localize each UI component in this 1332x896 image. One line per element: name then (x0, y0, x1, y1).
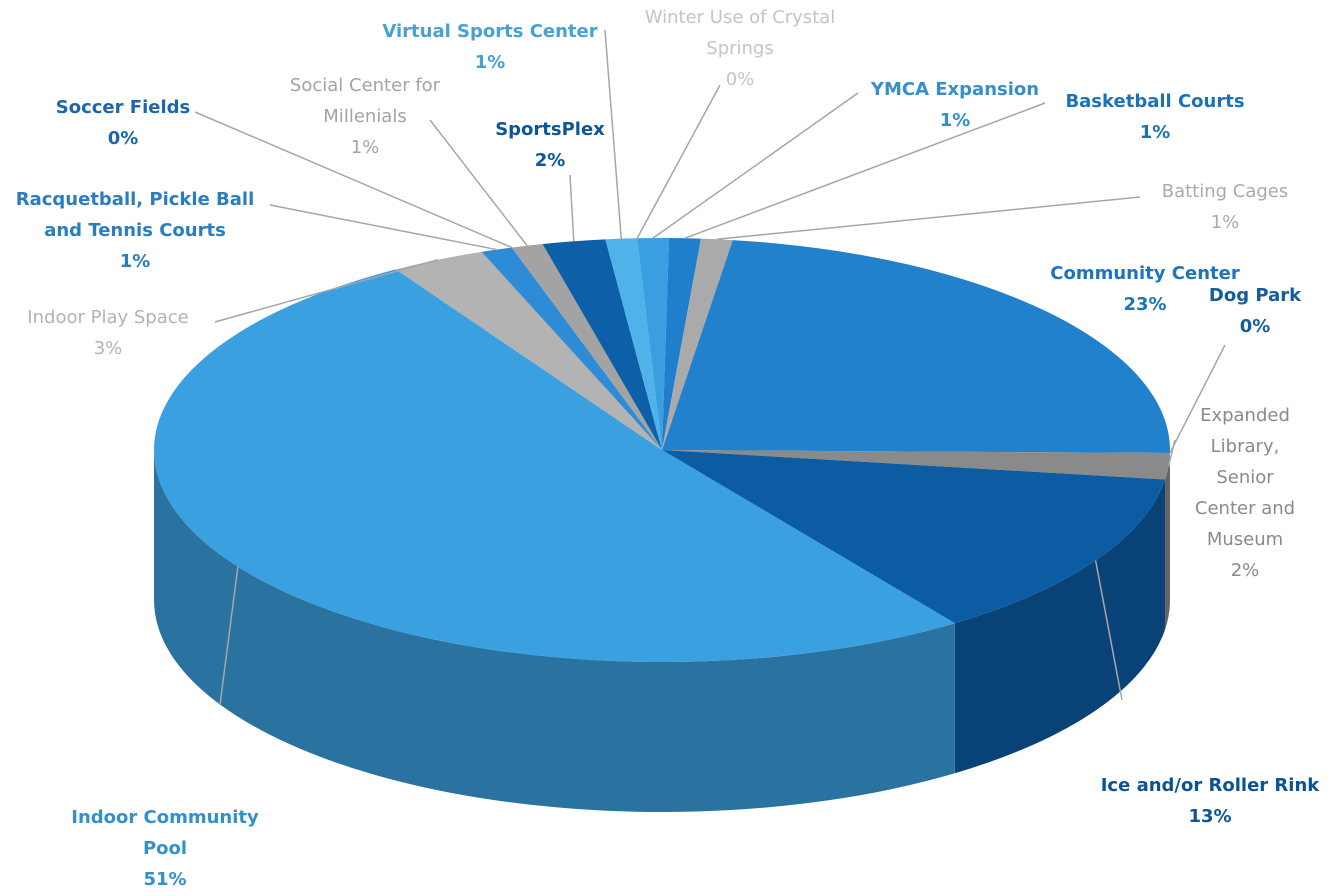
category-label: Racquetball, Pickle Ball and Tennis Cour… (15, 189, 255, 241)
slice-label: Community Center 23% (1030, 258, 1260, 320)
slice-label: Winter Use of Crystal Springs 0% (615, 2, 865, 95)
value-label: 2% (534, 150, 566, 171)
slice (481, 247, 662, 450)
slice (605, 238, 662, 450)
category-label: Ice and/or Roller Rink (1100, 775, 1320, 796)
slice-side (154, 450, 955, 812)
leader-line (652, 92, 859, 239)
leader-line (569, 174, 575, 242)
value-label: 1% (1210, 212, 1240, 233)
slice-label: Indoor Community Pool 51% (50, 802, 280, 895)
slice-label: Dog Park 0% (1200, 280, 1310, 342)
slice-side (1165, 452, 1170, 630)
value-label: 1% (939, 110, 971, 131)
category-label: Dog Park (1208, 285, 1302, 306)
leader-line (269, 204, 497, 251)
leader-line (1167, 439, 1176, 467)
value-label: 1% (1139, 122, 1171, 143)
category-label: Soccer Fields (55, 97, 191, 118)
slice-side (954, 479, 1166, 774)
slice (662, 238, 733, 450)
slice-label: Virtual Sports Center 1% (370, 16, 610, 78)
value-label: 0% (1239, 316, 1271, 337)
slice-label: Racquetball, Pickle Ball and Tennis Cour… (0, 184, 270, 277)
slice-label: Soccer Fields 0% (38, 92, 208, 154)
slice-label: Basketball Courts 1% (1045, 86, 1265, 148)
value-label: 3% (93, 338, 123, 359)
value-label: 1% (350, 137, 380, 158)
category-label: Basketball Courts (1065, 91, 1245, 112)
leader-line (214, 259, 438, 323)
leader-line (604, 29, 623, 239)
slice (395, 251, 662, 450)
slice-label: Expanded Library, Senior Center and Muse… (1189, 400, 1301, 586)
slice (662, 240, 1170, 453)
slice (662, 238, 701, 450)
value-label: 1% (474, 52, 506, 73)
slice-label: Indoor Play Space 3% (0, 302, 223, 364)
slice-label: Social Center for Millenials 1% (260, 70, 470, 163)
leader-line (1169, 344, 1226, 454)
value-label: 51% (143, 869, 187, 890)
category-label: SportsPlex (495, 119, 605, 140)
value-label: 13% (1188, 806, 1232, 827)
slice-label: Batting Cages 1% (1135, 176, 1315, 238)
leader-line (194, 111, 513, 249)
category-label: YMCA Expansion (870, 79, 1040, 100)
category-label: Virtual Sports Center (382, 21, 598, 42)
leader-line (636, 84, 721, 239)
value-label: 2% (1230, 560, 1260, 581)
slice (662, 450, 1166, 624)
leader-line (1094, 560, 1123, 701)
leader-line (684, 102, 1046, 239)
slice (511, 243, 662, 450)
leader-line (716, 196, 1141, 240)
pie-sides (154, 450, 1170, 812)
category-label: Batting Cages (1161, 181, 1289, 202)
category-label: Community Center (1050, 263, 1240, 284)
slice (154, 269, 955, 662)
category-label: Indoor Community Pool (71, 807, 259, 859)
slice (637, 238, 670, 450)
leader-line (429, 119, 528, 247)
leader-line (219, 566, 239, 706)
category-label: Indoor Play Space (27, 307, 189, 328)
value-label: 1% (119, 251, 151, 272)
slice-label: YMCA Expansion 1% (850, 74, 1060, 136)
category-label: Winter Use of Crystal Springs (644, 7, 836, 59)
value-label: 0% (107, 128, 139, 149)
slice (542, 239, 662, 450)
value-label: 0% (725, 69, 755, 90)
category-label: Social Center for Millenials (289, 75, 441, 127)
pie-top (154, 238, 1170, 662)
category-label: Expanded Library, Senior Center and Muse… (1194, 405, 1296, 550)
value-label: 23% (1123, 294, 1167, 315)
slice-label: SportsPlex 2% (475, 114, 625, 176)
slice-label: Ice and/or Roller Rink 13% (1075, 770, 1332, 832)
slice (662, 450, 1170, 480)
